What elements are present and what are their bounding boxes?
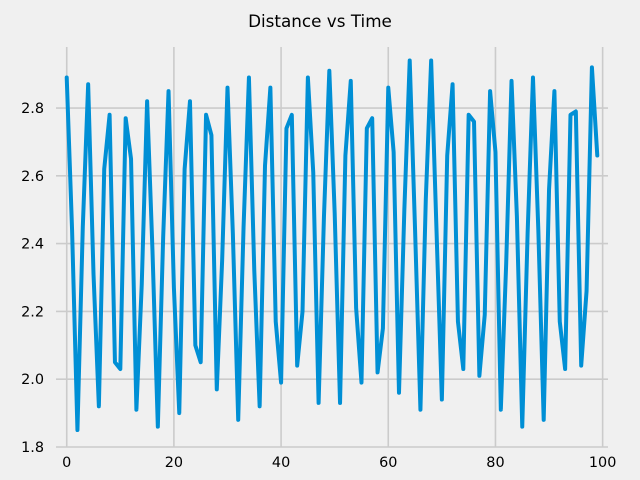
y-tick-label: 2.2: [21, 304, 44, 320]
tick-labels: 0 20 40 60 80 100 1.8 2.0 2.2 2.4 2.6 2.8: [21, 101, 616, 471]
y-tick-label: 2.4: [21, 237, 44, 253]
chart-title: Distance vs Time: [248, 11, 392, 31]
x-tick-label: 80: [486, 455, 504, 471]
series-line: [64, 58, 600, 433]
x-tick-label: 40: [272, 455, 290, 471]
x-tick-label: 100: [589, 455, 616, 471]
x-tick-label: 0: [62, 455, 71, 471]
x-tick-label: 20: [165, 455, 183, 471]
y-tick-label: 1.8: [21, 440, 44, 456]
y-tick-label: 2.0: [21, 372, 44, 388]
series-layer: [64, 58, 600, 433]
x-tick-label: 60: [379, 455, 397, 471]
y-tick-label: 2.8: [21, 101, 44, 117]
y-tick-label: 2.6: [21, 169, 44, 185]
